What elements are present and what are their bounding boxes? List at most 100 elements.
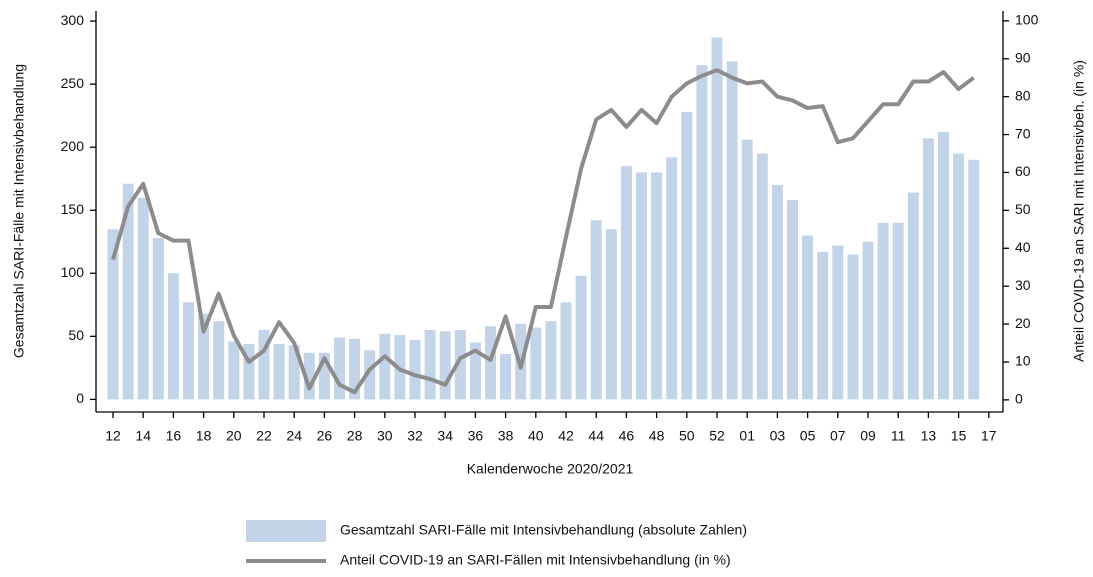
y2-tick-label: 90 xyxy=(1015,49,1031,65)
bar xyxy=(892,222,904,400)
x-tick-label: 40 xyxy=(528,428,544,444)
bar xyxy=(651,172,663,400)
bar xyxy=(862,241,874,400)
y-tick-label: 0 xyxy=(76,390,84,406)
x-tick-label: 52 xyxy=(709,428,725,444)
bar xyxy=(439,331,451,400)
bar xyxy=(666,157,678,400)
x-tick-label: 32 xyxy=(407,428,423,444)
y-tick-label: 100 xyxy=(61,264,85,280)
bar xyxy=(213,321,225,400)
bar xyxy=(696,65,708,400)
bar xyxy=(258,330,270,400)
y2-tick-label: 60 xyxy=(1015,163,1031,179)
x-tick-label: 17 xyxy=(981,428,997,444)
x-tick-label: 20 xyxy=(226,428,242,444)
bar xyxy=(349,338,361,400)
x-tick-label: 18 xyxy=(196,428,212,444)
line xyxy=(111,68,975,395)
bar xyxy=(167,273,179,400)
bar xyxy=(636,172,647,400)
bar xyxy=(877,222,889,400)
y2-tick-label: 20 xyxy=(1015,315,1031,331)
x-tick-label: 48 xyxy=(649,428,665,444)
y2-tick-label: 10 xyxy=(1015,353,1031,369)
x-tick-label: 22 xyxy=(256,428,272,444)
bar xyxy=(288,345,300,400)
bar xyxy=(711,37,723,400)
bar xyxy=(771,185,783,400)
bar xyxy=(152,237,164,400)
y-tick-label: 200 xyxy=(61,138,85,154)
x-tick-label: 09 xyxy=(860,428,876,444)
x-axis-title: Kalenderwoche 2020/2021 xyxy=(467,461,634,477)
bar xyxy=(681,111,693,400)
bar xyxy=(545,321,557,400)
bar xyxy=(741,139,753,400)
y-axis-title: Gesamtzahl SARI-Fälle mit Intensivbehand… xyxy=(11,64,27,358)
y2-tick-label: 0 xyxy=(1015,391,1023,407)
bar xyxy=(922,138,934,400)
bar xyxy=(107,229,119,400)
y2-tick-label: 40 xyxy=(1015,239,1031,255)
bar xyxy=(122,183,134,400)
y-tick-label: 150 xyxy=(61,201,85,217)
x-tick-label: 12 xyxy=(105,428,121,444)
bar xyxy=(756,153,768,400)
bar xyxy=(575,275,587,400)
bar xyxy=(454,330,466,400)
bar xyxy=(832,245,844,400)
bar xyxy=(726,61,738,400)
legend-label: Gesamtzahl SARI-Fälle mit Intensivbehand… xyxy=(340,522,747,538)
x-tick-label: 24 xyxy=(286,428,302,444)
x-tick-label: 38 xyxy=(498,428,514,444)
legend-swatch xyxy=(246,520,326,542)
bar xyxy=(953,153,965,400)
y2-tick-label: 70 xyxy=(1015,125,1031,141)
legend-label: Anteil COVID-19 an SARI-Fällen mit Inten… xyxy=(340,552,731,568)
y-tick-label: 250 xyxy=(61,75,85,91)
x-tick-label: 30 xyxy=(377,428,393,444)
x-tick-label: 50 xyxy=(679,428,695,444)
x-tick-label: 11 xyxy=(891,428,906,444)
bar xyxy=(817,251,829,400)
x-tick-label: 26 xyxy=(317,428,333,444)
x-tick-label: 34 xyxy=(437,428,453,444)
x-tick-label: 14 xyxy=(135,428,151,444)
x-tick-label: 03 xyxy=(770,428,786,444)
y2-tick-label: 50 xyxy=(1015,201,1031,217)
bar xyxy=(424,330,436,400)
x-tick-label: 07 xyxy=(830,428,846,444)
bar xyxy=(379,333,391,400)
y2-axis-title: Anteil COVID-19 an SARI mit Intensivbeh.… xyxy=(1071,60,1087,362)
y-tick-label: 300 xyxy=(61,12,85,28)
x-tick-label: 44 xyxy=(588,428,604,444)
bar xyxy=(469,342,481,400)
bar xyxy=(183,302,194,400)
bar xyxy=(500,353,512,400)
x-tick-label: 46 xyxy=(619,428,635,444)
bar xyxy=(364,350,376,400)
bar xyxy=(303,352,315,400)
bar xyxy=(485,326,496,400)
bar xyxy=(334,337,345,400)
x-tick-label: 13 xyxy=(921,428,937,444)
y-tick-label: 50 xyxy=(68,327,84,343)
bar xyxy=(938,132,949,400)
bar xyxy=(605,229,617,400)
bar xyxy=(847,254,859,400)
bar xyxy=(137,197,149,400)
bar xyxy=(273,343,285,400)
x-tick-label: 42 xyxy=(558,428,574,444)
x-tick-label: 15 xyxy=(951,428,967,444)
bar xyxy=(620,166,632,400)
bar xyxy=(243,343,255,400)
bar xyxy=(802,235,814,400)
x-tick-label: 16 xyxy=(166,428,182,444)
y2-tick-label: 80 xyxy=(1015,87,1031,103)
bar xyxy=(787,200,798,400)
bar xyxy=(318,352,330,400)
bar xyxy=(228,341,240,400)
y2-tick-label: 100 xyxy=(1015,12,1039,28)
